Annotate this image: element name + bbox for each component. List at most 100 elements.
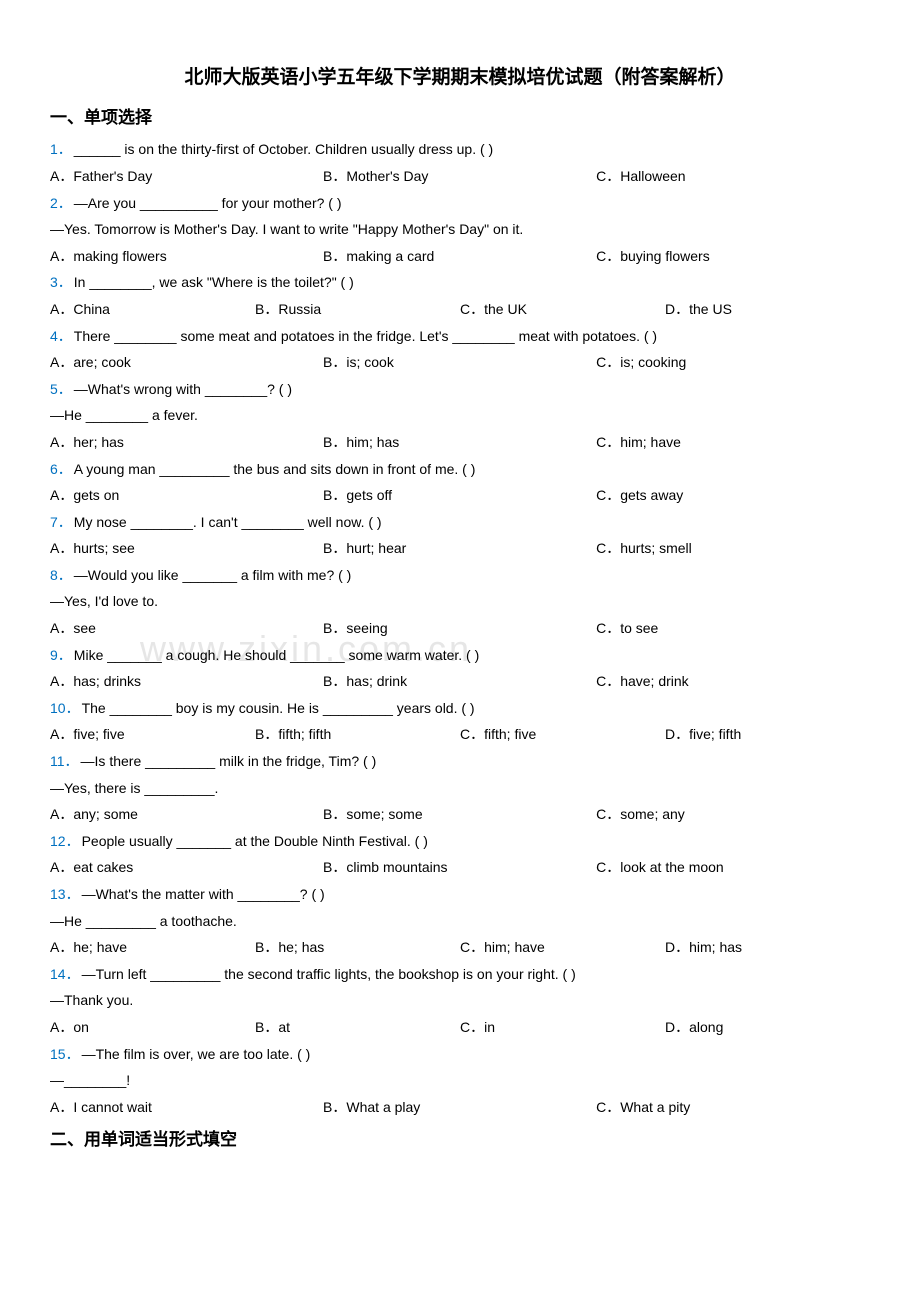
question-text: —Turn left _________ the second traffic … [82,966,576,982]
options-row: A．any; someB．some; someC．some; any [50,801,870,828]
options-row: A．are; cookB．is; cookC．is; cooking [50,349,870,376]
question-text: My nose ________. I can't ________ well … [74,514,382,530]
question-number: 10． [50,700,80,716]
options-row: A．has; drinksB．has; drinkC．have; drink [50,668,870,695]
option: A．China [50,296,255,323]
options-row: A．gets onB．gets offC．gets away [50,482,870,509]
question-number: 15． [50,1046,80,1062]
options-row: A．five; fiveB．fifth; fifthC．fifth; fiveD… [50,721,870,748]
question-text: —Is there _________ milk in the fridge, … [81,753,377,769]
page-title: 北师大版英语小学五年级下学期期末模拟培优试题（附答案解析） [50,60,870,96]
question-number: 5． [50,381,72,397]
question-stem: 1．______ is on the thirty-first of Octob… [50,136,870,163]
question-text: —Would you like _______ a film with me? … [74,567,352,583]
question-text: —What's the matter with ________? ( ) [82,886,325,902]
options-row: A．he; haveB．he; hasC．him; haveD．him; has [50,934,870,961]
option: B．some; some [323,801,596,828]
question-stem: 11．—Is there _________ milk in the fridg… [50,748,870,775]
option: A．he; have [50,934,255,961]
option: B．hurt; hear [323,535,596,562]
options-row: A．I cannot waitB．What a playC．What a pit… [50,1094,870,1121]
options-row: A．making flowersB．making a cardC．buying … [50,243,870,270]
question-stem: 15．—The film is over, we are too late. (… [50,1041,870,1068]
option: C．What a pity [596,1094,869,1121]
option: A．eat cakes [50,854,323,881]
option: B．has; drink [323,668,596,695]
option: D．along [665,1014,870,1041]
option: A．on [50,1014,255,1041]
option: B．What a play [323,1094,596,1121]
option: C．buying flowers [596,243,869,270]
option: B．at [255,1014,460,1041]
option: D．five; fifth [665,721,870,748]
question-stem: 8．—Would you like _______ a film with me… [50,562,870,589]
question-number: 3． [50,274,72,290]
option: A．making flowers [50,243,323,270]
question-stem: 13．—What's the matter with ________? ( ) [50,881,870,908]
question-number: 4． [50,328,72,344]
question-text: —The film is over, we are too late. ( ) [82,1046,311,1062]
option: C．some; any [596,801,869,828]
question-text: —What's wrong with ________? ( ) [74,381,292,397]
questions-container: 1．______ is on the thirty-first of Octob… [50,136,870,1120]
option: A．hurts; see [50,535,323,562]
option: A．see [50,615,323,642]
question-continuation: —________! [50,1067,870,1094]
question-number: 1． [50,141,72,157]
question-continuation: —Thank you. [50,987,870,1014]
options-row: A．her; hasB．him; hasC．him; have [50,429,870,456]
options-row: A．seeB．seeingC．to see [50,615,870,642]
option: D．him; has [665,934,870,961]
question-text: A young man _________ the bus and sits d… [74,461,476,477]
question-stem: 7．My nose ________. I can't ________ wel… [50,509,870,536]
option: A．Father's Day [50,163,323,190]
question-number: 12． [50,833,80,849]
option: A．has; drinks [50,668,323,695]
question-stem: 9．Mike _______ a cough. He should ______… [50,642,870,669]
option: A．gets on [50,482,323,509]
option: C．in [460,1014,665,1041]
options-row: A．Father's DayB．Mother's DayC．Halloween [50,163,870,190]
option: B．climb mountains [323,854,596,881]
question-continuation: —Yes, I'd love to. [50,588,870,615]
question-stem: 3．In ________, we ask "Where is the toil… [50,269,870,296]
option: C．the UK [460,296,665,323]
section-heading-1: 一、单项选择 [50,102,870,134]
question-text: —Are you __________ for your mother? ( ) [74,195,342,211]
options-row: A．ChinaB．RussiaC．the UKD．the US [50,296,870,323]
option: A．I cannot wait [50,1094,323,1121]
option: C．to see [596,615,869,642]
option: C．is; cooking [596,349,869,376]
question-text: The ________ boy is my cousin. He is ___… [82,700,475,716]
option: B．seeing [323,615,596,642]
options-row: A．hurts; seeB．hurt; hearC．hurts; smell [50,535,870,562]
option: A．any; some [50,801,323,828]
option: C．him; have [596,429,869,456]
question-stem: 14．—Turn left _________ the second traff… [50,961,870,988]
section-heading-2: 二、用单词适当形式填空 [50,1124,870,1156]
question-continuation: —He _________ a toothache. [50,908,870,935]
question-continuation: —He ________ a fever. [50,402,870,429]
option: B．is; cook [323,349,596,376]
question-stem: 4．There ________ some meat and potatoes … [50,323,870,350]
option: B．gets off [323,482,596,509]
options-row: A．eat cakesB．climb mountainsC．look at th… [50,854,870,881]
question-number: 14． [50,966,80,982]
option: B．him; has [323,429,596,456]
option: A．are; cook [50,349,323,376]
option: B．Mother's Day [323,163,596,190]
question-continuation: —Yes. Tomorrow is Mother's Day. I want t… [50,216,870,243]
option: C．hurts; smell [596,535,869,562]
question-number: 9． [50,647,72,663]
question-text: Mike _______ a cough. He should _______ … [74,647,479,663]
option: C．look at the moon [596,854,869,881]
option: B．he; has [255,934,460,961]
question-text: In ________, we ask "Where is the toilet… [74,274,354,290]
question-stem: 5．—What's wrong with ________? ( ) [50,376,870,403]
option: B．making a card [323,243,596,270]
option: B．Russia [255,296,460,323]
option: C．gets away [596,482,869,509]
question-text: There ________ some meat and potatoes in… [74,328,657,344]
question-number: 13． [50,886,80,902]
question-number: 6． [50,461,72,477]
